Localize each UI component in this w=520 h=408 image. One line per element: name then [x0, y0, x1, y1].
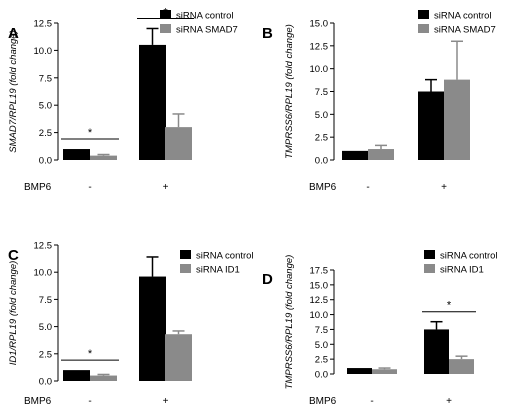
legend-swatch — [160, 24, 171, 33]
significance-star: * — [88, 127, 93, 139]
legend-swatch — [180, 250, 191, 259]
panel-label: B — [262, 25, 273, 42]
y-tick-label: 0.0 — [39, 377, 52, 388]
bar — [90, 155, 117, 160]
category-label: - — [88, 182, 91, 193]
panel-D: D TMPRSS6/RPL19 (fold change) 0.0 2.5 5.0 7.5… — [262, 250, 498, 407]
bar — [139, 44, 166, 160]
category-label: + — [163, 396, 169, 407]
legend-label: siRNA control — [176, 11, 234, 22]
y-tick-label: 15.0 — [310, 19, 329, 30]
x-axis-label: BMP6 — [24, 396, 52, 407]
legend-label: siRNA control — [434, 11, 492, 22]
y-axis-label: SMAD7/RPL19 (fold change) — [8, 30, 19, 153]
y-tick-label: 12.5 — [34, 19, 53, 30]
bar — [63, 370, 90, 381]
bar — [342, 150, 368, 160]
y-tick-label: 7.5 — [39, 295, 52, 306]
bar — [165, 334, 192, 381]
panel-label: C — [8, 247, 19, 264]
legend-label: siRNA SMAD7 — [176, 25, 238, 36]
y-tick-label: 5.0 — [315, 110, 328, 121]
legend-swatch — [424, 250, 435, 259]
bar — [63, 149, 90, 160]
bar — [449, 359, 474, 374]
y-tick-label: 2.5 — [39, 128, 52, 139]
y-axis-label: ID1/RPL19 (fold change) — [8, 261, 19, 366]
y-tick-label: 5.0 — [39, 101, 52, 112]
y-tick-label: 10.0 — [34, 268, 53, 279]
category-label: + — [163, 182, 169, 193]
y-axis-label: TMPRSS6/RPL19 (fold change) — [284, 255, 295, 390]
y-tick-label: 0.0 — [39, 156, 52, 167]
category-label: - — [370, 396, 373, 407]
y-tick-label: 7.5 — [39, 73, 52, 84]
significance-star: * — [88, 348, 93, 360]
y-tick-label: 17.5 — [310, 266, 329, 277]
y-tick-label: 12.5 — [34, 241, 53, 252]
y-axis-label: TMPRSS6/RPL19 (fold change) — [284, 24, 295, 159]
legend-label: siRNA control — [440, 251, 498, 262]
panel-label: D — [262, 271, 273, 288]
bar — [418, 91, 444, 160]
bar — [90, 375, 117, 381]
legend-swatch — [418, 24, 429, 33]
panel-label: A — [8, 25, 19, 42]
y-tick-label: 12.5 — [310, 295, 329, 306]
legend-swatch — [180, 264, 191, 273]
y-tick-label: 5.0 — [315, 340, 328, 351]
legend-label: siRNA SMAD7 — [434, 25, 496, 36]
y-tick-label: 10.0 — [34, 46, 53, 57]
y-tick-label: 7.5 — [315, 325, 328, 336]
y-tick-label: 12.5 — [310, 41, 329, 52]
category-label: + — [446, 396, 452, 407]
legend-swatch — [160, 10, 171, 19]
category-label: - — [88, 396, 91, 407]
legend-swatch — [424, 264, 435, 273]
bar — [139, 276, 166, 381]
y-tick-label: 5.0 — [39, 322, 52, 333]
x-axis-label: BMP6 — [309, 182, 337, 193]
y-tick-label: 10.0 — [310, 64, 329, 75]
x-axis-label: BMP6 — [309, 396, 337, 407]
bar — [347, 368, 372, 374]
bar — [368, 149, 394, 160]
bar — [372, 369, 397, 374]
panel-B: B TMPRSS6/RPL19 (fold change) 0.0 2.5 5.0 7.5… — [262, 10, 496, 193]
category-label: - — [366, 182, 369, 193]
category-label: + — [441, 182, 447, 193]
legend-label: siRNA ID1 — [440, 265, 484, 276]
bar — [444, 79, 470, 160]
legend-label: siRNA ID1 — [196, 265, 240, 276]
legend-label: siRNA control — [196, 251, 254, 262]
y-tick-label: 2.5 — [39, 349, 52, 360]
y-tick-label: 7.5 — [315, 87, 328, 98]
y-tick-label: 15.0 — [310, 280, 329, 291]
y-tick-label: 2.5 — [315, 355, 328, 366]
y-tick-label: 2.5 — [315, 133, 328, 144]
x-axis-label: BMP6 — [24, 182, 52, 193]
y-tick-label: 10.0 — [310, 310, 329, 321]
bar — [165, 127, 192, 160]
y-tick-label: 0.0 — [315, 156, 328, 167]
y-tick-label: 0.0 — [315, 370, 328, 381]
bar — [424, 329, 449, 374]
significance-star: * — [447, 300, 452, 312]
legend-swatch — [418, 10, 429, 19]
